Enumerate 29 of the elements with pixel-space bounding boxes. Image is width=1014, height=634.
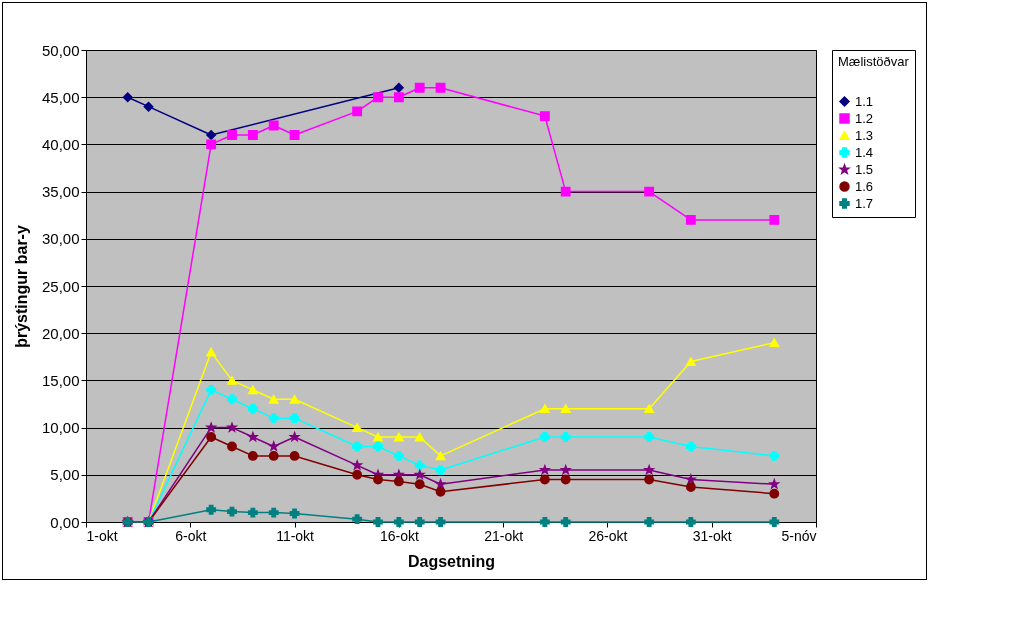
x-tick-label: 16-okt: [379, 527, 419, 544]
legend-label: 1.6: [855, 178, 874, 194]
y-tick-label: 10,00: [41, 419, 80, 437]
x-tick-label: 6-okt: [175, 527, 207, 544]
legend-label: 1.7: [855, 195, 874, 211]
y-tick-label: 45,00: [41, 88, 80, 106]
legend-label: 1.4: [855, 144, 874, 160]
x-tick-label: 26-okt: [588, 527, 628, 544]
y-tick-label: 5,00: [50, 466, 80, 484]
y-tick-label: 0,00: [50, 513, 80, 531]
y-tick-label: 15,00: [41, 371, 80, 389]
y-tick-label: 20,00: [41, 324, 80, 342]
x-tick-label: 5-nóv: [781, 527, 817, 544]
y-tick-label: 40,00: [41, 135, 80, 153]
y-axis-title: þrýstingur bar-y: [12, 225, 30, 348]
y-tick-label: 35,00: [41, 183, 80, 201]
y-tick-label: 50,00: [41, 41, 80, 59]
legend-label: 1.2: [855, 110, 874, 126]
y-tick-label: 30,00: [41, 230, 80, 248]
legend-label: 1.3: [855, 127, 874, 143]
x-tick-label: 21-okt: [484, 527, 524, 544]
x-tick-label: 11-okt: [276, 527, 315, 544]
legend-title: Mælistöðvar: [838, 54, 910, 69]
legend-label: 1.1: [855, 93, 874, 109]
x-tick-label: 1-okt: [86, 527, 118, 544]
y-tick-label: 25,00: [41, 277, 80, 295]
x-axis-title: Dagsetning: [407, 552, 496, 570]
x-tick-label: 31-okt: [692, 527, 732, 544]
legend-label: 1.5: [855, 161, 874, 177]
